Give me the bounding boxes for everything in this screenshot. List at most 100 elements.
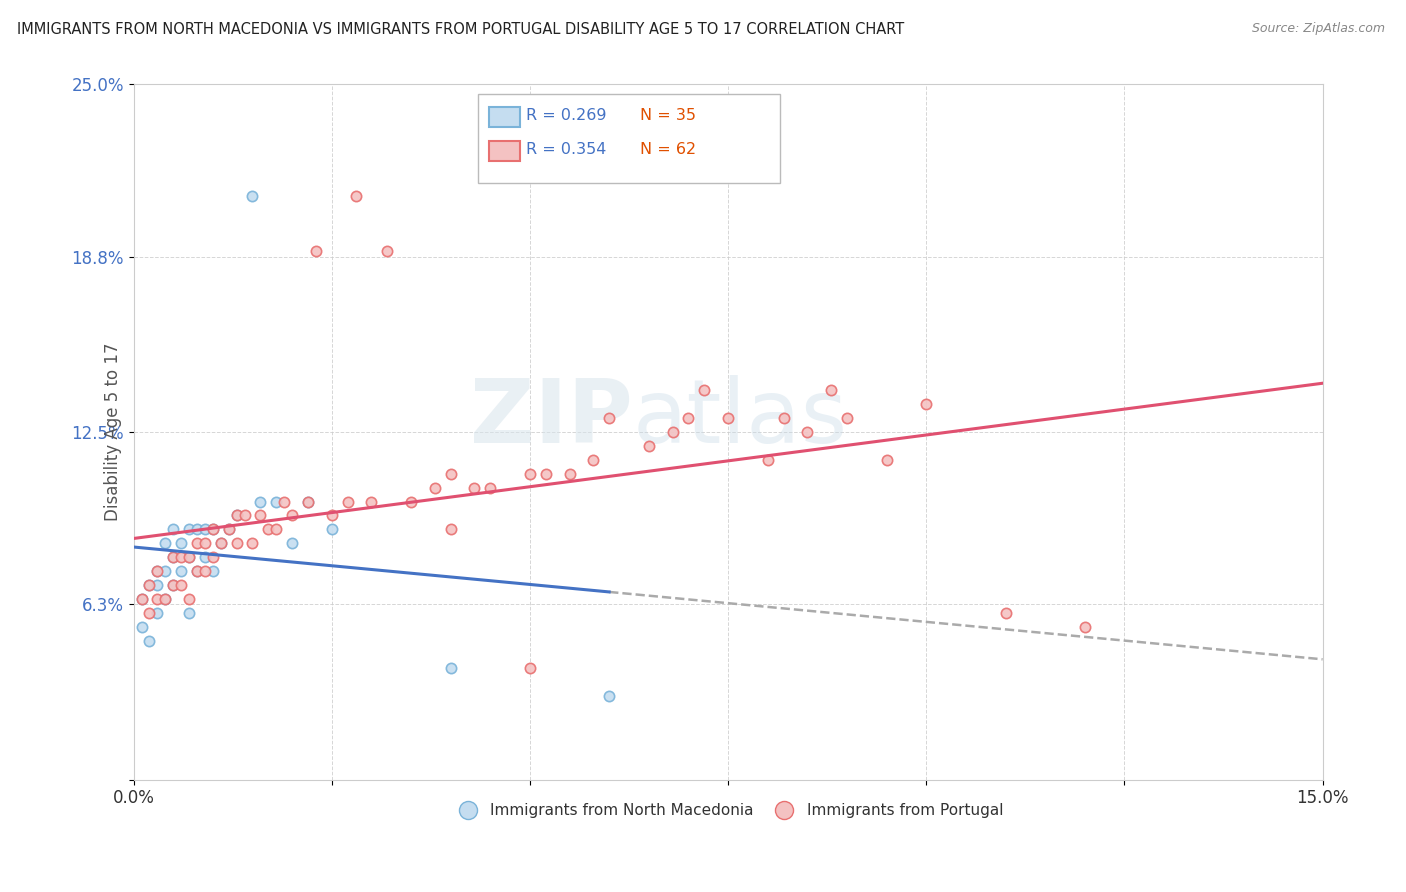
- Point: [242, 536, 264, 550]
- Point: [242, 188, 264, 202]
- Point: [678, 411, 700, 425]
- Point: [170, 550, 193, 565]
- Point: [479, 481, 502, 495]
- Point: [201, 564, 224, 578]
- Point: [693, 384, 716, 398]
- Point: [162, 578, 184, 592]
- Point: [440, 661, 463, 675]
- Point: [138, 578, 160, 592]
- Point: [249, 494, 271, 508]
- Point: [170, 536, 193, 550]
- Point: [534, 467, 557, 481]
- Legend: Immigrants from North Macedonia, Immigrants from Portugal: Immigrants from North Macedonia, Immigra…: [446, 797, 1010, 824]
- Point: [194, 564, 217, 578]
- Point: [186, 522, 208, 536]
- Point: [519, 661, 541, 675]
- Point: [162, 550, 184, 565]
- Point: [399, 494, 422, 508]
- Text: ZIP: ZIP: [470, 375, 633, 462]
- Point: [756, 453, 779, 467]
- Point: [440, 467, 463, 481]
- Point: [138, 633, 160, 648]
- Point: [146, 591, 169, 606]
- Point: [249, 508, 271, 523]
- Point: [138, 606, 160, 620]
- Point: [146, 564, 169, 578]
- Point: [170, 564, 193, 578]
- Text: IMMIGRANTS FROM NORTH MACEDONIA VS IMMIGRANTS FROM PORTUGAL DISABILITY AGE 5 TO : IMMIGRANTS FROM NORTH MACEDONIA VS IMMIG…: [17, 22, 904, 37]
- Point: [375, 244, 398, 259]
- Point: [177, 522, 200, 536]
- Text: R = 0.269: R = 0.269: [526, 109, 606, 123]
- Point: [155, 564, 177, 578]
- Point: [146, 564, 169, 578]
- Point: [463, 481, 485, 495]
- Point: [146, 606, 169, 620]
- Point: [218, 522, 240, 536]
- Point: [177, 550, 200, 565]
- Point: [305, 244, 328, 259]
- Point: [233, 508, 256, 523]
- Point: [772, 411, 794, 425]
- Point: [281, 508, 304, 523]
- Point: [218, 522, 240, 536]
- Point: [440, 522, 463, 536]
- Point: [194, 522, 217, 536]
- Text: atlas: atlas: [633, 375, 848, 462]
- Point: [994, 606, 1017, 620]
- Point: [194, 550, 217, 565]
- Point: [131, 591, 153, 606]
- Point: [177, 591, 200, 606]
- Point: [209, 536, 232, 550]
- Point: [225, 536, 247, 550]
- Point: [717, 411, 740, 425]
- Point: [661, 425, 683, 439]
- Point: [598, 411, 620, 425]
- Point: [186, 536, 208, 550]
- Point: [155, 536, 177, 550]
- Text: N = 35: N = 35: [640, 109, 696, 123]
- Point: [194, 536, 217, 550]
- Point: [177, 606, 200, 620]
- Point: [155, 591, 177, 606]
- Point: [225, 508, 247, 523]
- Point: [598, 689, 620, 703]
- Point: [281, 536, 304, 550]
- Point: [201, 522, 224, 536]
- Point: [344, 188, 367, 202]
- Point: [162, 522, 184, 536]
- Point: [138, 578, 160, 592]
- Point: [336, 494, 359, 508]
- Point: [155, 591, 177, 606]
- Point: [519, 467, 541, 481]
- Point: [201, 522, 224, 536]
- Point: [162, 550, 184, 565]
- Point: [257, 522, 280, 536]
- Point: [170, 578, 193, 592]
- Point: [835, 411, 858, 425]
- Point: [796, 425, 818, 439]
- Point: [637, 439, 659, 453]
- Point: [558, 467, 581, 481]
- Point: [321, 522, 343, 536]
- Point: [297, 494, 319, 508]
- Point: [131, 620, 153, 634]
- Point: [297, 494, 319, 508]
- Point: [201, 550, 224, 565]
- Point: [915, 397, 938, 411]
- Point: [209, 536, 232, 550]
- Text: Source: ZipAtlas.com: Source: ZipAtlas.com: [1251, 22, 1385, 36]
- Point: [162, 578, 184, 592]
- Y-axis label: Disability Age 5 to 17: Disability Age 5 to 17: [104, 343, 122, 521]
- Point: [264, 494, 287, 508]
- Point: [360, 494, 382, 508]
- Point: [131, 591, 153, 606]
- Point: [225, 508, 247, 523]
- Point: [423, 481, 446, 495]
- Point: [264, 522, 287, 536]
- Point: [146, 578, 169, 592]
- Point: [186, 564, 208, 578]
- Point: [820, 384, 842, 398]
- Text: N = 62: N = 62: [640, 143, 696, 157]
- Point: [582, 453, 605, 467]
